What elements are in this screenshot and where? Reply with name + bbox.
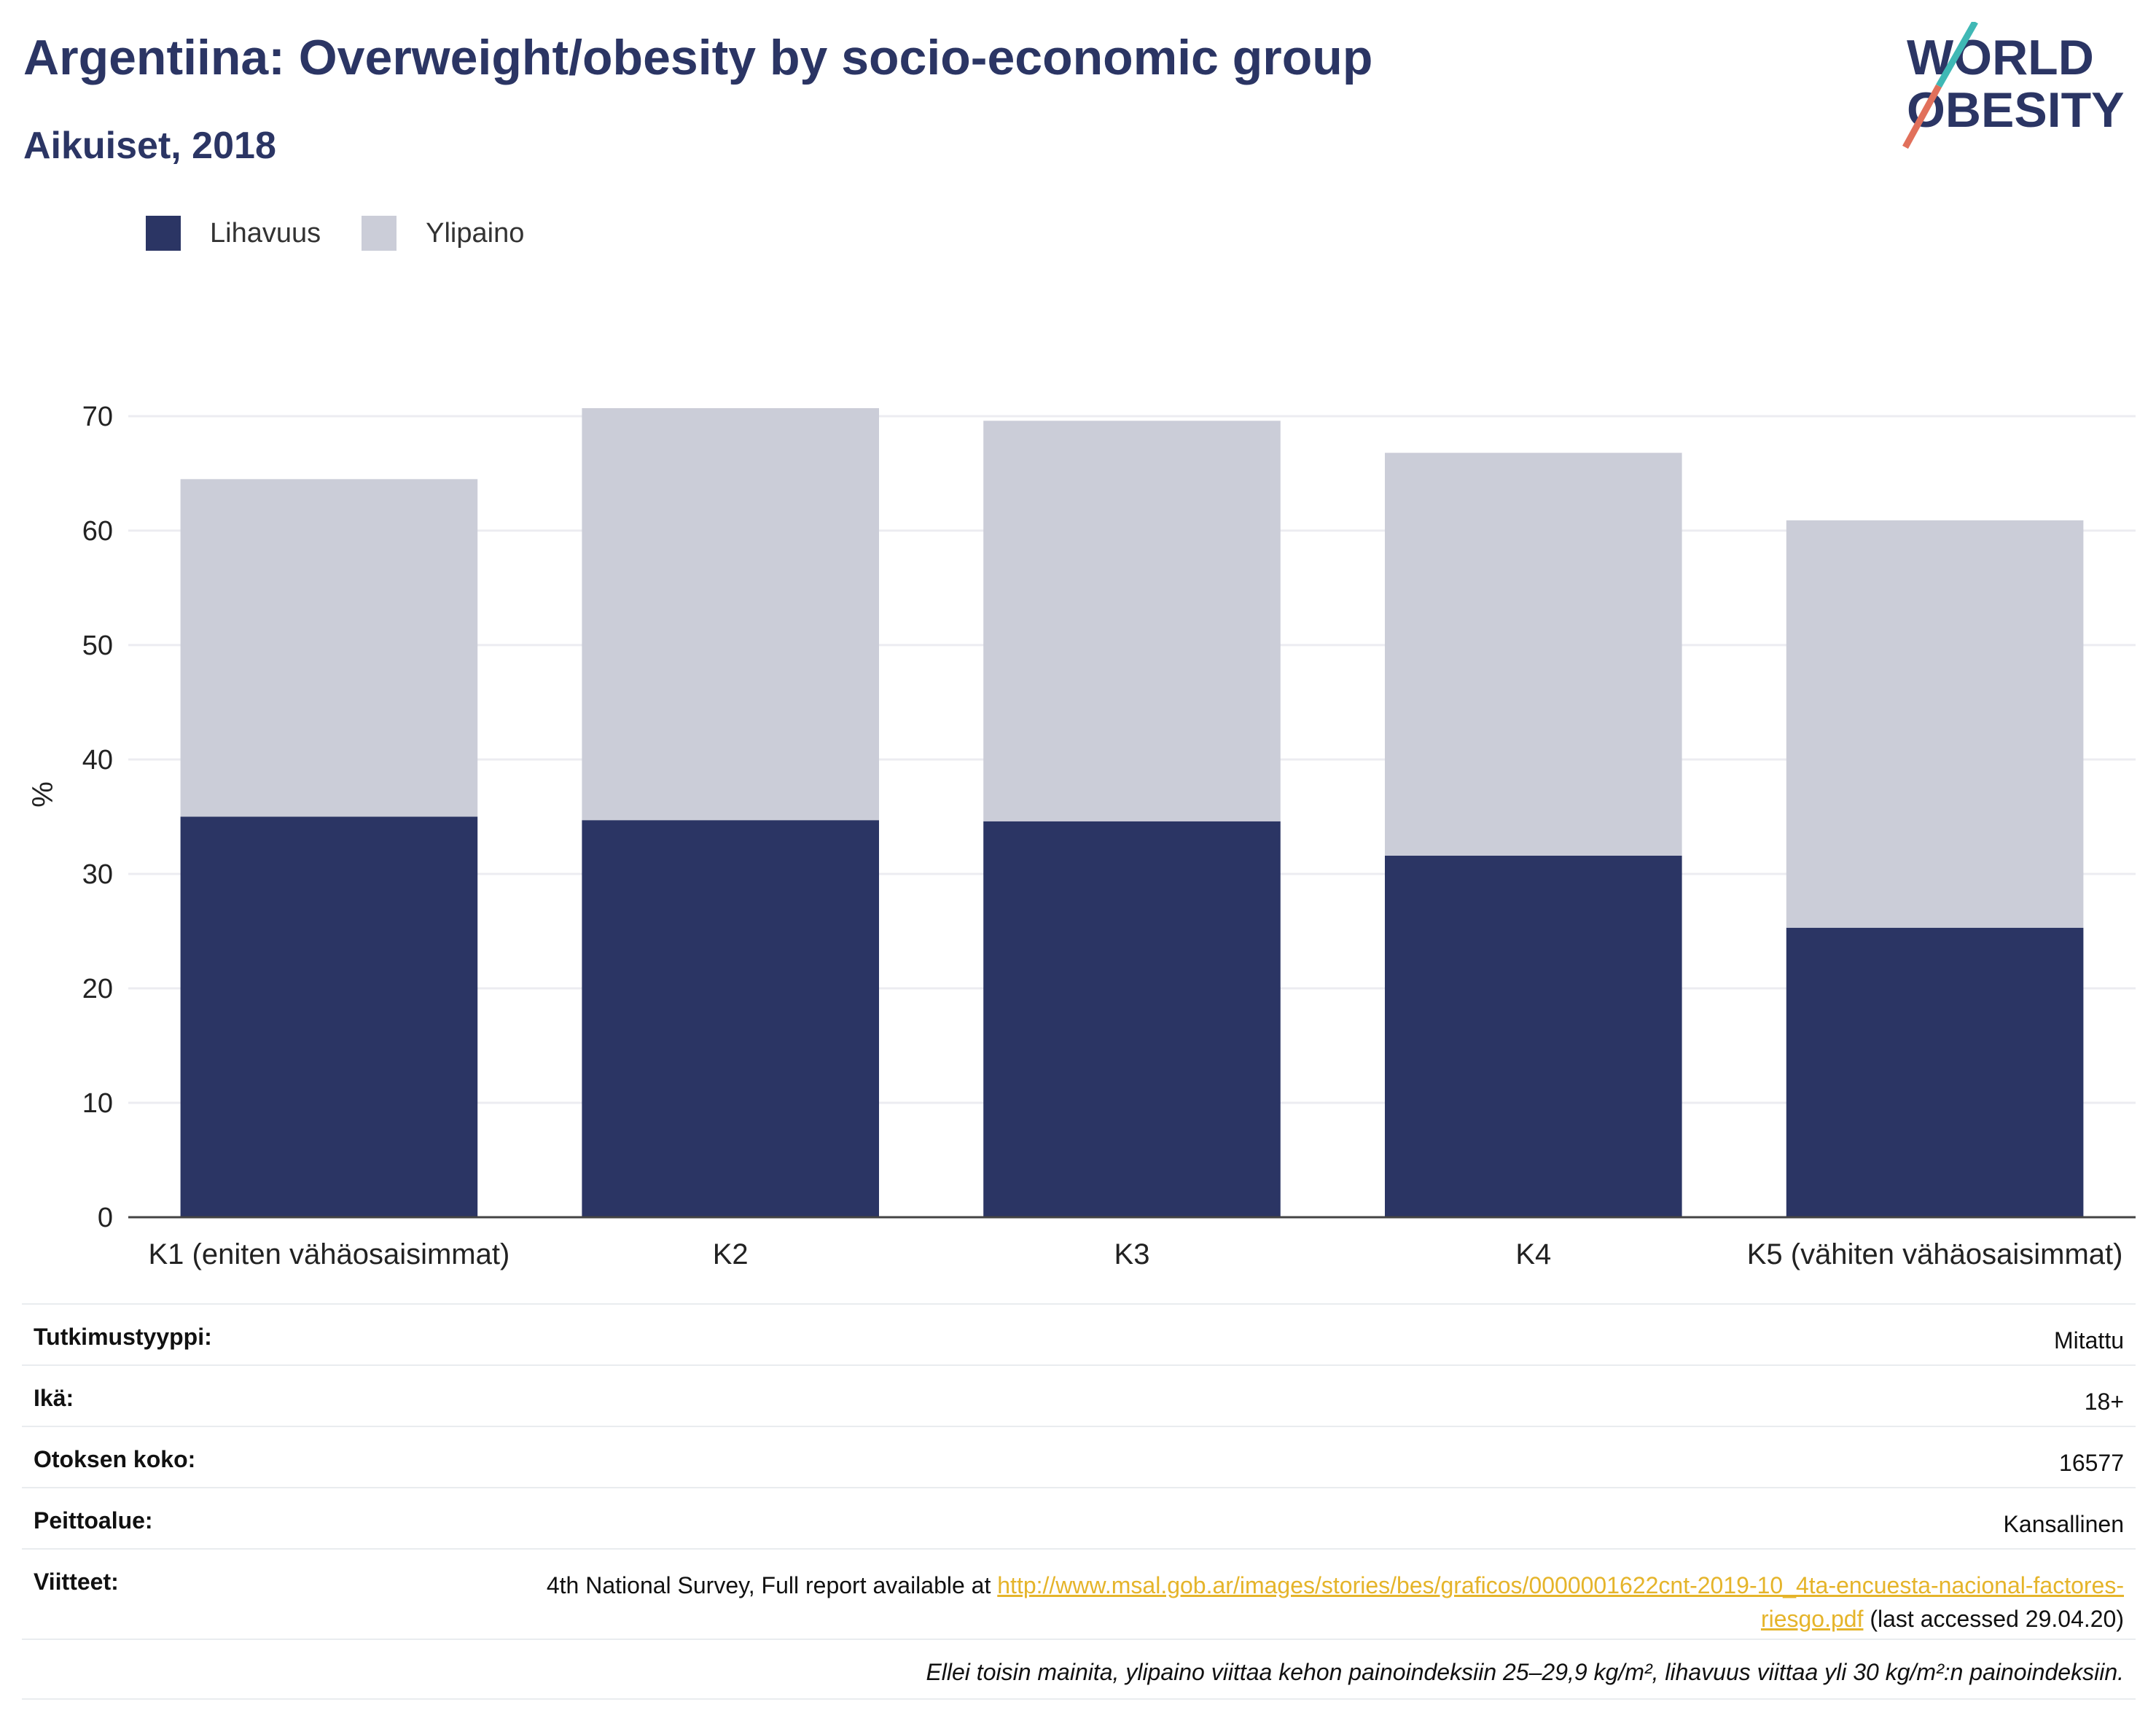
bar-obesity-4 xyxy=(1385,855,1682,1217)
y-tick-label-30: 30 xyxy=(82,859,113,890)
sample-size-label: Otoksen koko: xyxy=(34,1446,196,1472)
chart-legend: Lihavuus Ylipaino xyxy=(146,216,565,251)
bar-overweight-4 xyxy=(1385,453,1682,856)
chart-title: Argentiina: Overweight/obesity by socio-… xyxy=(23,30,1373,85)
x-tick-label-3: K3 xyxy=(1114,1238,1150,1270)
row-sample-size: Otoksen koko: 16577 xyxy=(22,1426,2136,1487)
legend-label-obesity: Lihavuus xyxy=(210,217,321,249)
y-tick-label-50: 50 xyxy=(82,630,113,661)
chart-subtitle: Aikuiset, 2018 xyxy=(23,125,276,167)
stacked-bar-chart: 0 10 20 30 40 50 60 70% K1 (eniten vähäosaisimma… xyxy=(27,402,2136,1270)
references-suffix: (last accessed 29.04.20) xyxy=(1863,1606,2124,1632)
legend-swatch-overweight xyxy=(362,216,397,251)
study-type-label: Tutkimustyyppi: xyxy=(34,1324,212,1350)
row-study-type: Tutkimustyyppi: Mitattu xyxy=(22,1303,2136,1364)
svg-text:OBESITY: OBESITY xyxy=(1907,82,2125,138)
row-coverage: Peittoalue: Kansallinen xyxy=(22,1487,2136,1548)
age-value: 18+ xyxy=(2084,1389,2124,1415)
svg-text:WORLD: WORLD xyxy=(1907,30,2094,85)
bar-obesity-3 xyxy=(983,821,1281,1217)
y-tick-label-60: 60 xyxy=(82,516,113,547)
y-tick-label-40: 40 xyxy=(82,745,113,776)
bar-overweight-1 xyxy=(180,479,478,817)
references-prefix: 4th National Survey, Full report availab… xyxy=(546,1572,998,1598)
age-label: Ikä: xyxy=(34,1385,74,1411)
bar-overweight-5 xyxy=(1786,520,2084,928)
y-axis-label: % xyxy=(27,781,59,808)
bar-overweight-3 xyxy=(983,421,1281,821)
row-references: Viitteet: 4th National Survey, Full repo… xyxy=(22,1548,2136,1639)
row-age: Ikä: 18+ xyxy=(22,1364,2136,1426)
references-link[interactable]: http://www.msal.gob.ar/images/stories/be… xyxy=(997,1572,2124,1632)
references-value: 4th National Survey, Full report availab… xyxy=(448,1569,2124,1636)
y-tick-label-10: 10 xyxy=(82,1088,113,1119)
study-type-value: Mitattu xyxy=(2053,1327,2124,1354)
y-tick-label-0: 0 xyxy=(98,1203,113,1233)
footnote: Ellei toisin mainita, ylipaino viittaa k… xyxy=(22,1639,2136,1700)
references-label: Viitteet: xyxy=(34,1569,119,1595)
bar-obesity-5 xyxy=(1786,927,2084,1217)
coverage-label: Peittoalue: xyxy=(34,1507,153,1534)
legend-swatch-obesity xyxy=(146,216,181,251)
y-tick-label-70: 70 xyxy=(82,402,113,432)
x-tick-label-2: K2 xyxy=(713,1238,749,1270)
legend-item-overweight[interactable]: Ylipaino xyxy=(362,216,524,251)
bar-overweight-2 xyxy=(582,408,879,821)
sample-size-value: 16577 xyxy=(2059,1450,2124,1476)
x-tick-label-1: K1 (eniten vähäosaisimmat) xyxy=(149,1238,510,1270)
x-tick-label-5: K5 (vähiten vähäosaisimmat) xyxy=(1747,1238,2123,1270)
x-tick-label-4: K4 xyxy=(1515,1238,1551,1270)
bar-obesity-2 xyxy=(582,820,879,1217)
coverage-value: Kansallinen xyxy=(2003,1511,2124,1537)
legend-label-overweight: Ylipaino xyxy=(426,217,525,249)
legend-item-obesity[interactable]: Lihavuus xyxy=(146,216,321,251)
world-obesity-logo: WORLD OBESITY xyxy=(1902,22,2125,149)
y-tick-label-20: 20 xyxy=(82,974,113,1004)
metadata-table: Tutkimustyyppi: Mitattu Ikä: 18+ Otoksen… xyxy=(22,1303,2136,1700)
bar-obesity-1 xyxy=(180,816,478,1217)
